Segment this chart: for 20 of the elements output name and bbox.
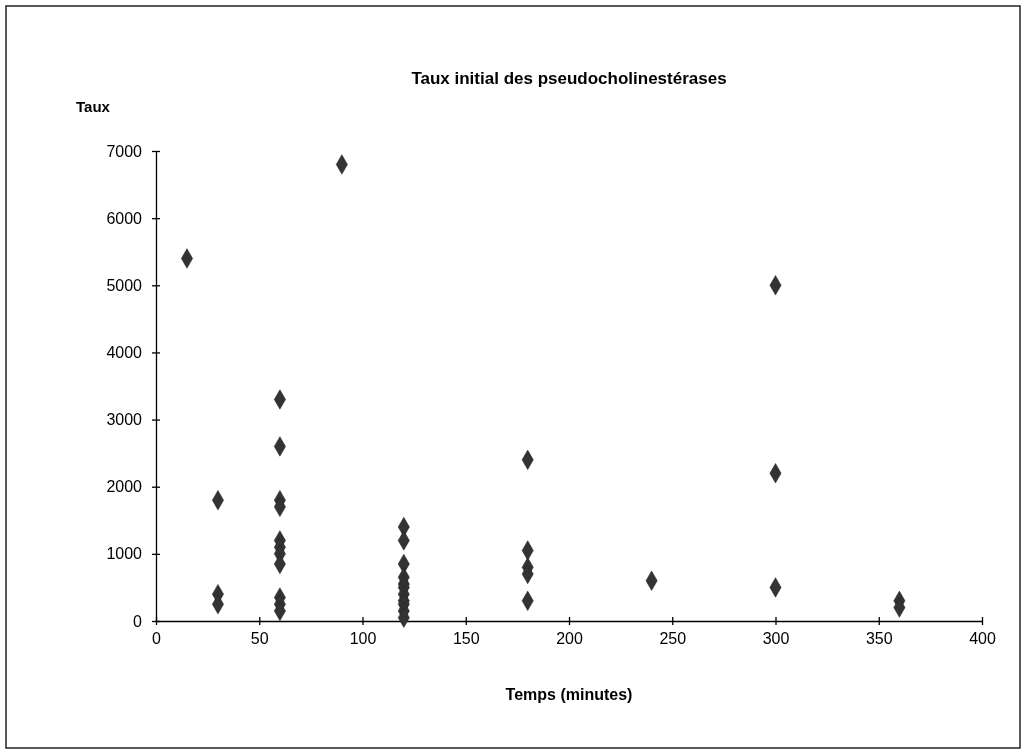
x-tick-label: 250 bbox=[659, 630, 687, 648]
x-tick-label: 150 bbox=[452, 630, 480, 648]
x-tick-label: 200 bbox=[556, 630, 583, 648]
y-tick-label: 7000 bbox=[106, 142, 143, 160]
y-tick-label: 6000 bbox=[106, 209, 143, 227]
x-tick-label: 0 bbox=[152, 630, 162, 648]
y-tick-label: 2000 bbox=[106, 478, 143, 496]
y-tick-label: 3000 bbox=[106, 411, 143, 429]
y-tick-label: 5000 bbox=[106, 276, 143, 294]
y-tick-label: 1000 bbox=[106, 545, 143, 563]
chart-title: Taux initial des pseudocholinestérases bbox=[411, 69, 727, 88]
x-tick-label: 350 bbox=[865, 630, 893, 648]
x-tick-label: 300 bbox=[762, 630, 790, 648]
x-tick-label: 50 bbox=[250, 630, 269, 648]
y-axis-title: Taux bbox=[76, 98, 111, 115]
x-axis-title: Temps (minutes) bbox=[505, 686, 633, 703]
x-tick-label: 100 bbox=[349, 630, 377, 648]
x-tick-label: 400 bbox=[969, 630, 996, 648]
y-tick-label: 4000 bbox=[106, 344, 143, 362]
y-tick-label: 0 bbox=[133, 612, 143, 630]
